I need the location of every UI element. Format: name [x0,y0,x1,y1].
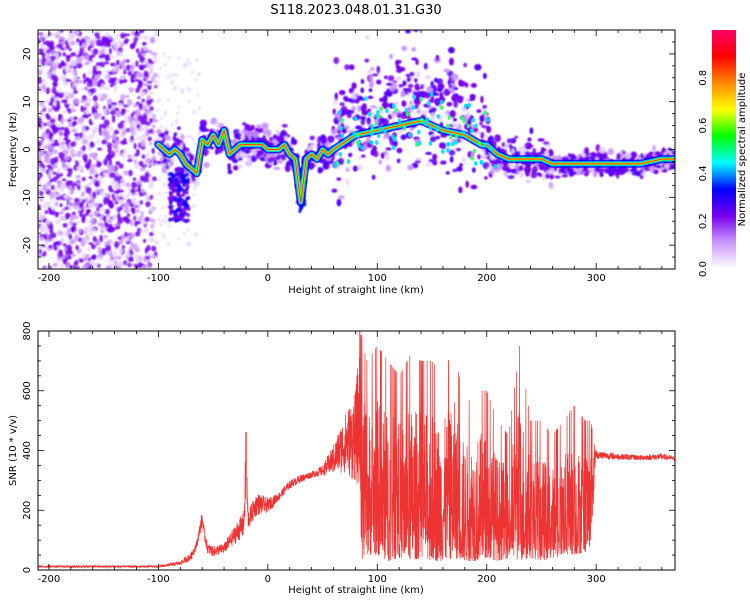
snr-series-line [38,331,675,569]
y-tick-label: 0 [22,567,33,573]
x-tick-label: 100 [368,273,387,284]
x-tick-label: -100 [147,273,170,284]
colorbar-tick-label: 0.8 [698,70,709,86]
x-tick-label: 200 [477,574,496,585]
y-tick-label: -20 [22,237,33,253]
x-tick-label: 0 [265,273,271,284]
y-tick-label: 800 [22,321,33,340]
colorbar-tick-label: 0.6 [698,118,709,134]
spectrogram-ridge-band [157,120,675,203]
y-tick-label: 20 [22,48,33,61]
y-tick-label: 200 [22,501,33,520]
snr-ticks: -200 -100 0 100 200 300 0 200 400 600 800 [22,321,675,585]
x-tick-label: 300 [587,574,606,585]
figure-title: S118.2023.048.01.31.G30 [270,3,441,18]
spectrogram-x-axis-label: Height of straight line (km) [288,285,424,296]
colorbar-ticks: 0.0 0.2 0.4 0.6 0.8 [698,70,709,277]
colorbar-swatch [712,30,736,269]
colorbar-tick-label: 0.4 [698,165,709,181]
spectrogram-heatmap [38,30,675,269]
x-tick-label: -100 [147,574,170,585]
x-tick-label: -200 [38,273,61,284]
x-tick-label: 200 [477,273,496,284]
colorbar-label: Normalized spectral amplitude [737,73,748,227]
y-tick-label: 0 [22,146,33,152]
spectrogram-y-axis-label: Frequency (Hz) [8,112,19,188]
y-tick-label: 10 [22,95,33,108]
x-tick-label: -200 [38,574,61,585]
x-tick-label: 100 [368,574,387,585]
y-tick-label: -10 [22,189,33,205]
snr-x-axis-label: Height of straight line (km) [288,585,424,596]
colorbar: 0.0 0.2 0.4 0.6 0.8 Normalized spectral ampl… [698,30,748,277]
x-tick-label: 0 [265,574,271,585]
snr-panel: -200 -100 0 100 200 300 0 200 400 600 800 Height o… [8,321,676,596]
y-tick-label: 400 [22,441,33,460]
x-tick-label: 300 [587,273,606,284]
colorbar-tick-label: 0.0 [698,261,709,277]
colorbar-tick-label: 0.2 [698,213,709,229]
colorbar-gradient [712,30,736,269]
y-tick-label: 600 [22,381,33,400]
snr-y-axis-label: SNR (10 * v/v) [8,415,19,486]
